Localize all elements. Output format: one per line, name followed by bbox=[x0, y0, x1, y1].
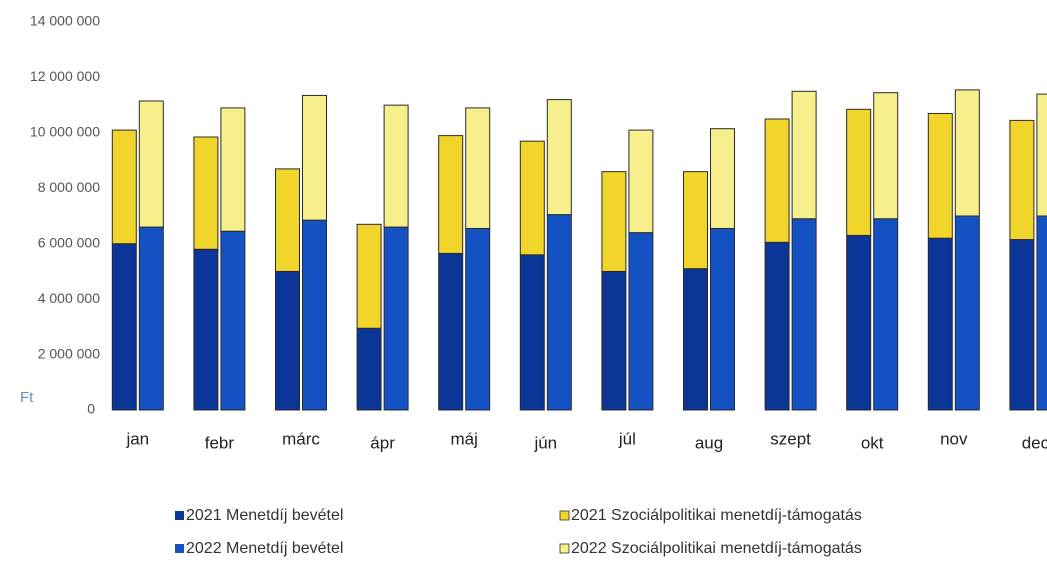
legend-marker bbox=[559, 510, 570, 521]
bar-segment bbox=[927, 112, 953, 239]
legend-label: 2021 Menetdíj bevétel bbox=[186, 507, 343, 524]
legend-label: 2021 Szociálpolitikai menetdíj-támogatás bbox=[571, 507, 862, 524]
bar-segment bbox=[1009, 239, 1035, 411]
bar-segment bbox=[791, 90, 817, 220]
bar-segment bbox=[193, 136, 219, 250]
bar-segment bbox=[546, 214, 572, 411]
y-tick-label: 10 000 000 bbox=[30, 124, 100, 140]
bar-segment bbox=[356, 223, 382, 329]
bar-segment bbox=[1036, 93, 1047, 217]
bar-segment bbox=[356, 327, 382, 411]
x-tick-label: jan bbox=[125, 429, 149, 448]
x-tick-label: máj bbox=[450, 429, 477, 448]
bar-segment bbox=[519, 140, 545, 256]
bar-segment bbox=[683, 268, 708, 411]
bar-segment bbox=[465, 227, 491, 411]
bar-segment bbox=[438, 252, 464, 411]
bar-segment bbox=[846, 108, 872, 236]
bar-segment bbox=[873, 218, 899, 411]
bar-segment bbox=[275, 168, 300, 272]
bar-segment bbox=[465, 107, 491, 229]
bar-segment bbox=[954, 215, 980, 411]
legend-label: 2022 Szociálpolitikai menetdíj-támogatás bbox=[571, 540, 862, 557]
bar-segment bbox=[601, 171, 627, 272]
bar-segment bbox=[628, 232, 654, 411]
x-tick-label: júl bbox=[618, 429, 636, 448]
x-tick-label: márc bbox=[282, 429, 320, 448]
legend-marker bbox=[559, 543, 570, 554]
legend-marker bbox=[175, 511, 184, 520]
bar-segment bbox=[519, 254, 545, 411]
y-tick-label: 0 bbox=[87, 401, 95, 417]
bar-segment bbox=[546, 99, 572, 216]
bar-segment bbox=[628, 129, 654, 234]
bar-segment bbox=[111, 243, 137, 411]
y-tick-label: 6 000 000 bbox=[38, 234, 100, 250]
bar-segment bbox=[138, 226, 164, 411]
y-tick-label: 4 000 000 bbox=[38, 290, 100, 306]
y-tick-label: 8 000 000 bbox=[38, 179, 100, 195]
bar-segment bbox=[764, 241, 790, 411]
bar-segment bbox=[710, 128, 735, 229]
legend-marker bbox=[175, 544, 184, 553]
bar-segment bbox=[710, 227, 735, 411]
bar-segment bbox=[1036, 215, 1047, 411]
bar-segment bbox=[275, 270, 300, 411]
bar-segment bbox=[383, 226, 409, 411]
bar-segment bbox=[220, 230, 246, 411]
y-tick-label: 14 000 000 bbox=[30, 13, 100, 29]
y-tick-label: 12 000 000 bbox=[30, 68, 100, 84]
x-tick-label: ápr bbox=[370, 433, 395, 452]
x-tick-label: dec bbox=[1022, 433, 1047, 452]
bar-segment bbox=[927, 237, 953, 411]
x-tick-label: febr bbox=[205, 433, 235, 452]
bar-segment bbox=[873, 92, 899, 220]
bar-segment bbox=[383, 104, 409, 228]
legend-label: 2022 Menetdíj bevétel bbox=[186, 540, 343, 557]
bar-segment bbox=[764, 118, 790, 243]
x-tick-label: szept bbox=[770, 429, 811, 448]
bar-segment bbox=[954, 89, 980, 217]
bar-segment bbox=[791, 218, 817, 411]
bar-segment bbox=[601, 270, 627, 411]
bar-segment bbox=[1009, 119, 1035, 241]
bar-segment bbox=[683, 171, 708, 270]
y-tick-label: 2 000 000 bbox=[38, 345, 100, 361]
x-tick-label: jún bbox=[533, 433, 557, 452]
bar-segment bbox=[438, 135, 464, 254]
x-tick-label: aug bbox=[695, 433, 723, 452]
y-unit: Ft bbox=[20, 389, 34, 406]
bar-segment bbox=[302, 94, 327, 221]
bar-segment bbox=[302, 219, 327, 411]
bar-segment bbox=[193, 248, 219, 411]
bar-segment bbox=[111, 129, 137, 245]
bar-segment bbox=[138, 100, 164, 228]
bar-segment bbox=[220, 107, 246, 232]
x-tick-label: nov bbox=[940, 429, 968, 448]
bar-segment bbox=[846, 234, 872, 411]
x-tick-label: okt bbox=[861, 433, 884, 452]
